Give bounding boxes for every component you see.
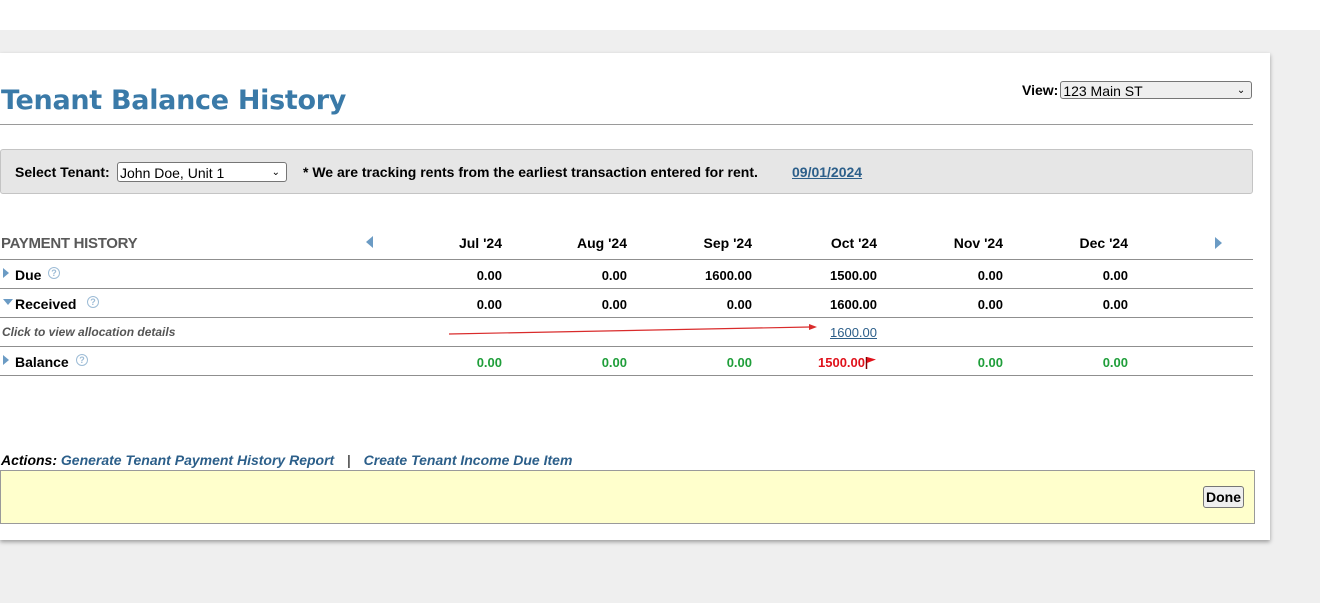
- month-header: Oct '24: [830, 235, 877, 251]
- triangle-left-icon[interactable]: [366, 236, 373, 248]
- question-circle-icon[interactable]: ?: [76, 354, 88, 366]
- property-select[interactable]: 123 Main ST ⌄: [1060, 81, 1253, 99]
- balance-cell: 0.00: [476, 355, 502, 370]
- due-cell: 0.00: [977, 268, 1003, 283]
- balance-cell: 0.00: [977, 355, 1003, 370]
- balance-row: Balance ? 0.00 0.00 0.00 1500.00 0.00 0.…: [0, 347, 1253, 376]
- view-selector: View: 123 Main ST ⌄: [1022, 81, 1253, 99]
- received-cell: 0.00: [977, 297, 1003, 312]
- tracking-note: * We are tracking rents from the earlies…: [303, 164, 758, 180]
- property-select-value: 123 Main ST: [1063, 83, 1143, 99]
- allocation-amount-link[interactable]: 1600.00: [830, 325, 877, 340]
- title-divider: [0, 124, 1253, 125]
- due-cell: 0.00: [1102, 268, 1128, 283]
- red-flag-icon: [865, 357, 876, 369]
- create-due-item-link[interactable]: Create Tenant Income Due Item: [363, 452, 573, 468]
- select-tenant-label: Select Tenant:: [15, 164, 110, 180]
- expand-triangle-icon[interactable]: [3, 268, 9, 278]
- actions-bar: Actions: Generate Tenant Payment History…: [1, 452, 572, 468]
- footer-bar: Done: [0, 470, 1255, 524]
- annotation-arrow: [448, 324, 817, 335]
- balance-label: Balance: [15, 354, 69, 370]
- tenant-select-value: John Doe, Unit 1: [120, 165, 225, 181]
- generate-report-link[interactable]: Generate Tenant Payment History Report: [60, 452, 335, 468]
- due-cell: 0.00: [476, 268, 502, 283]
- balance-cell-overdue: 1500.00: [818, 355, 865, 370]
- received-row: Received ? 0.00 0.00 0.00 1600.00 0.00 0…: [0, 289, 1253, 318]
- month-header: Dec '24: [1079, 235, 1128, 251]
- month-header: Sep '24: [703, 235, 752, 251]
- expand-triangle-icon[interactable]: [3, 355, 9, 365]
- question-circle-icon[interactable]: ?: [87, 296, 99, 308]
- month-header: Aug '24: [576, 235, 627, 251]
- received-cell: 0.00: [601, 297, 627, 312]
- balance-cell: 0.00: [601, 355, 627, 370]
- allocation-note: Click to view allocation details: [2, 325, 176, 339]
- chevron-down-icon: ⌄: [271, 167, 280, 178]
- due-cell: 0.00: [601, 268, 627, 283]
- received-cell: 0.00: [726, 297, 752, 312]
- balance-cell: 0.00: [726, 355, 752, 370]
- page-title: Tenant Balance History: [1, 85, 347, 116]
- actions-separator: |: [347, 452, 351, 468]
- received-cell: 0.00: [1102, 297, 1128, 312]
- done-button[interactable]: Done: [1203, 486, 1244, 508]
- received-label: Received: [15, 296, 77, 312]
- chevron-down-icon: ⌄: [1236, 85, 1246, 96]
- actions-label: Actions:: [1, 452, 57, 468]
- received-cell: 0.00: [476, 297, 502, 312]
- received-cell: 1600.00: [830, 297, 877, 312]
- month-header: Jul '24: [458, 235, 502, 251]
- payment-history-heading: PAYMENT HISTORY: [1, 235, 138, 252]
- tracking-date-link[interactable]: 09/01/2024: [792, 164, 863, 180]
- due-cell: 1500.00: [830, 268, 877, 283]
- table-header-row: PAYMENT HISTORY Jul '24 Aug '24 Sep '24 …: [0, 223, 1253, 260]
- due-cell: 1600.00: [705, 268, 752, 283]
- balance-cell: 0.00: [1102, 355, 1128, 370]
- tenant-select[interactable]: John Doe, Unit 1 ⌄: [117, 162, 287, 182]
- question-circle-icon[interactable]: ?: [48, 267, 60, 279]
- due-label: Due: [15, 267, 42, 283]
- balance-history-panel: Tenant Balance History View: 123 Main ST…: [0, 53, 1270, 540]
- allocation-row: Click to view allocation details 1600.00: [0, 318, 1253, 347]
- due-row: Due ? 0.00 0.00 1600.00 1500.00 0.00 0.0…: [0, 260, 1253, 289]
- view-label: View:: [1022, 82, 1059, 98]
- collapse-triangle-icon[interactable]: [3, 299, 13, 305]
- triangle-right-icon[interactable]: [1215, 237, 1222, 249]
- tenant-filter-bar: Select Tenant: John Doe, Unit 1 ⌄ * We a…: [0, 149, 1253, 194]
- month-header: Nov '24: [953, 235, 1003, 251]
